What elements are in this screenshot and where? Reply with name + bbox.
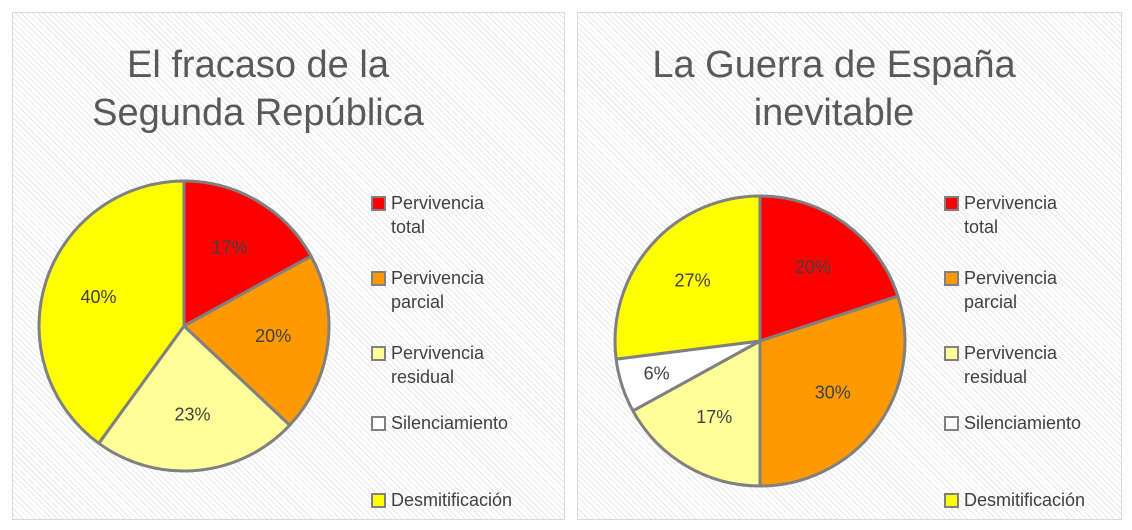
pie: 17% 20% 23% 40%: [37, 179, 331, 473]
legend-swatch: [944, 346, 959, 361]
legend-swatch: [371, 416, 386, 431]
pie-slice: [758, 194, 900, 343]
pie: 20% 30% 17% 6% 27%: [613, 194, 907, 488]
legend-swatch: [944, 416, 959, 431]
pie-slice: [613, 194, 762, 361]
data-label: 17%: [696, 407, 732, 427]
pie-slice: [758, 294, 907, 488]
data-label: 17%: [212, 237, 248, 257]
pie-slice: [182, 254, 331, 427]
legend-label: Pervivencia residual: [391, 343, 485, 387]
legend-label: Pervivencia parcial: [964, 268, 1058, 312]
legend-swatch: [944, 493, 959, 508]
legend-label: Silenciamiento: [964, 413, 1082, 433]
pie-slice: [37, 179, 186, 445]
data-label: 40%: [80, 287, 116, 307]
legend-swatch: [371, 196, 386, 211]
legend-label: Desmitificación: [391, 490, 513, 510]
legend-swatch: [371, 346, 386, 361]
pie-slice: [182, 179, 313, 328]
chart-title: La Guerra de España inevitable: [652, 44, 1016, 134]
legend-swatch: [371, 271, 386, 286]
data-label: 23%: [174, 404, 210, 424]
legend-label: Silenciamiento: [391, 413, 509, 433]
chart-panel: La Guerra de España inevitable 20% 30% 17% 6…: [577, 12, 1122, 520]
data-label: 20%: [795, 257, 831, 277]
legend-swatch: [944, 196, 959, 211]
legend-swatch: [371, 493, 386, 508]
data-label: 27%: [675, 270, 711, 290]
legend-label: Desmitificación: [964, 490, 1086, 510]
legend-label: Pervivencia residual: [964, 343, 1058, 387]
data-label: 6%: [644, 363, 670, 383]
data-label: 30%: [815, 383, 851, 403]
data-label: 20%: [255, 326, 291, 346]
legend-label: Pervivencia parcial: [391, 268, 485, 312]
legend-label: Pervivencia total: [391, 193, 485, 237]
legend-swatch: [944, 271, 959, 286]
pie-slice: [97, 324, 292, 473]
chart-panel: El fracaso de la Segunda República 17% 20%…: [12, 12, 565, 520]
legend-label: Pervivencia total: [964, 193, 1058, 237]
pie-slice: [631, 339, 762, 488]
chart-title: El fracaso de la Segunda República: [92, 44, 424, 134]
